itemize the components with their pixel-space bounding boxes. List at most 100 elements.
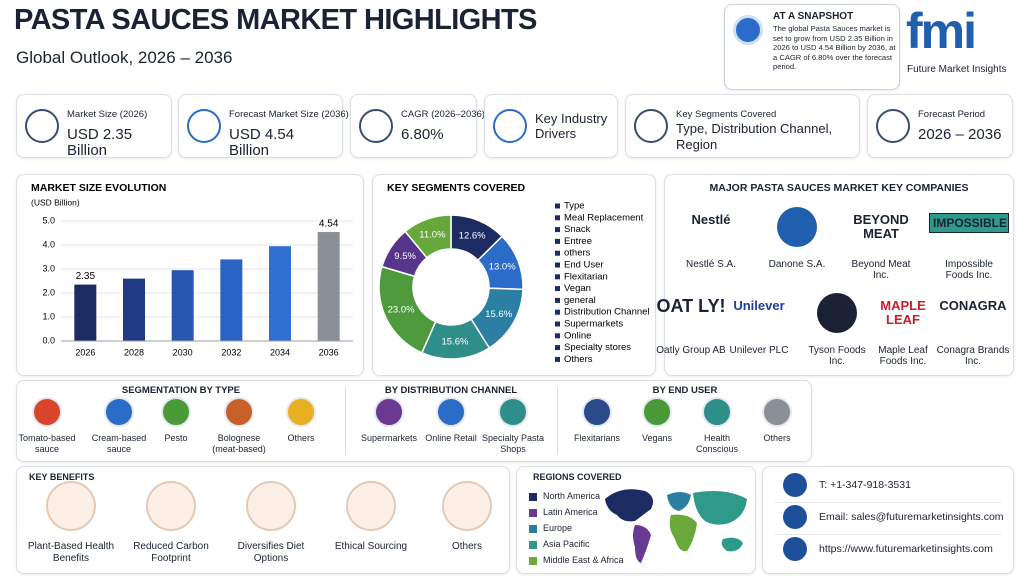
segment-icon — [224, 397, 254, 427]
company-name: Danone S.A. — [768, 259, 826, 270]
segment-label: Online Retail — [425, 433, 477, 443]
legend-marker — [555, 250, 560, 256]
company-logo-icon — [777, 207, 817, 247]
kpi-icon — [187, 109, 221, 143]
region-label: Europe — [543, 523, 573, 533]
region-swatch — [529, 525, 537, 533]
slice-label: 12.6% — [459, 231, 486, 242]
segment-label: Health Conscious — [695, 433, 739, 454]
segment-label: Cream-based sauce — [91, 433, 147, 454]
y-tick-label: 2.0 — [42, 287, 55, 297]
map-oceania — [721, 537, 743, 552]
bar — [171, 270, 194, 341]
segment-icon — [104, 397, 134, 427]
bar-chart: MARKET SIZE EVOLUTION (USD Billion) 0.0 1.0… — [31, 182, 353, 357]
kpi-card: Market Size (2026) USD 2.35 Billion — [16, 94, 172, 159]
company-logo-icon — [817, 293, 857, 333]
legend-label: Distribution Channel — [564, 307, 650, 318]
legend-marker — [555, 215, 560, 221]
logo-name: Future Market Insights — [907, 64, 1007, 75]
kpi-value: 2026 – 2036 — [918, 126, 1002, 143]
segment-label: Bolognese (meat-based) — [212, 433, 266, 454]
legend-label: others — [564, 248, 591, 259]
slice-label: 11.0% — [419, 230, 446, 241]
kpi-label: Forecast Period — [918, 109, 986, 120]
legend-label: Flexitarian — [564, 271, 608, 282]
bar — [269, 246, 291, 341]
region-label: Latin America — [543, 507, 598, 517]
regions-title: REGIONS COVERED — [533, 472, 622, 482]
kpi-card: Key Industry Drivers — [484, 94, 618, 158]
benefit-label: Diversifies Diet Options — [237, 541, 305, 564]
kpi-label: Market Size (2026) — [67, 109, 148, 120]
company-name: Oatly Group AB — [656, 345, 726, 356]
company-name: Tyson Foods Inc. — [808, 345, 866, 367]
segment-icon — [498, 397, 528, 427]
contact-icon — [783, 505, 807, 529]
kpi-card: Forecast Market Size (2036) USD 4.54 Bill… — [178, 94, 349, 159]
benefit-icon — [346, 481, 396, 531]
company-logo: MAPLE LEAF — [880, 298, 926, 327]
legend-marker — [555, 309, 560, 315]
divider — [557, 387, 558, 455]
benefit-icon — [46, 481, 96, 531]
segmentation-panel: SEGMENTATION BY TYPE Tomato-based sauce Cr… — [16, 380, 812, 462]
segment-icon — [582, 397, 612, 427]
kpi-value: Type, Distribution Channel, Region — [676, 121, 833, 152]
slice-label: 13.0% — [489, 261, 516, 272]
value-label: 4.54 — [319, 219, 339, 230]
divider — [345, 387, 346, 455]
kpi-value: USD 2.35 Billion — [67, 126, 133, 159]
y-axis-label: (USD Billion) — [31, 197, 80, 207]
segment-icon — [32, 397, 62, 427]
benefit-icon — [246, 481, 296, 531]
bar — [74, 284, 97, 341]
region-label: Asia Pacific — [543, 539, 590, 549]
company-name: Beyond Meat Inc. — [851, 259, 911, 281]
legend-marker — [555, 345, 560, 351]
segment-label: Flexitarians — [573, 433, 620, 443]
legend-marker — [555, 274, 560, 280]
contact-text: https://www.futuremarketinsights.com — [819, 543, 993, 555]
page-title: PASTA SAUCES MARKET HIGHLIGHTS — [14, 4, 537, 36]
bar — [317, 232, 340, 341]
x-tick-label: 2034 — [270, 347, 290, 357]
snapshot-box: AT A SNAPSHOT The global Pasta Sauces ma… — [724, 4, 900, 90]
kpi-icon — [493, 109, 527, 143]
value-label: 2.35 — [76, 271, 96, 282]
y-tick-label: 1.0 — [42, 311, 55, 321]
segment-icon — [374, 397, 404, 427]
segment-icon — [762, 397, 792, 427]
legend-label: general — [564, 295, 596, 306]
segment-label: Vegans — [641, 433, 673, 443]
map-europe — [667, 492, 691, 511]
segment-icon — [286, 397, 316, 427]
segment-icon — [161, 397, 191, 427]
company-logo: IMPOSSIBLE — [929, 213, 1009, 233]
x-tick-label: 2030 — [173, 347, 193, 357]
benefit-icon — [442, 481, 492, 531]
bar — [220, 259, 243, 341]
legend-label: Vegan — [564, 283, 591, 294]
bar-panel: MARKET SIZE EVOLUTION (USD Billion) 0.0 1.0… — [16, 174, 364, 376]
contact-text: Email: sales@futuremarketinsights.com — [819, 511, 1004, 523]
kpi-label: Key Industry Drivers — [535, 111, 608, 141]
companies-panel: MAJOR PASTA SAUCES MARKET KEY COMPANIES … — [656, 174, 1014, 376]
logo-mark: fmi — [906, 3, 977, 59]
slice-label: 15.6% — [441, 336, 468, 347]
segment-label: Supermarkets — [360, 433, 418, 443]
contact-icon — [783, 537, 807, 561]
world-map — [605, 489, 747, 563]
y-tick-label: 3.0 — [42, 263, 55, 273]
legend-label: End User — [564, 260, 604, 271]
segment-icon — [436, 397, 466, 427]
legend-label: Online — [564, 330, 591, 341]
company-logo: Unilever — [733, 298, 785, 313]
snapshot-icon — [733, 15, 763, 45]
contact-icon — [783, 473, 807, 497]
region-label: North America — [543, 491, 601, 501]
segment-label: Pesto — [164, 433, 188, 443]
y-tick-label: 5.0 — [42, 215, 55, 225]
legend-label: Specialty stores — [564, 342, 631, 353]
legend-label: Meal Replacement — [564, 212, 644, 223]
